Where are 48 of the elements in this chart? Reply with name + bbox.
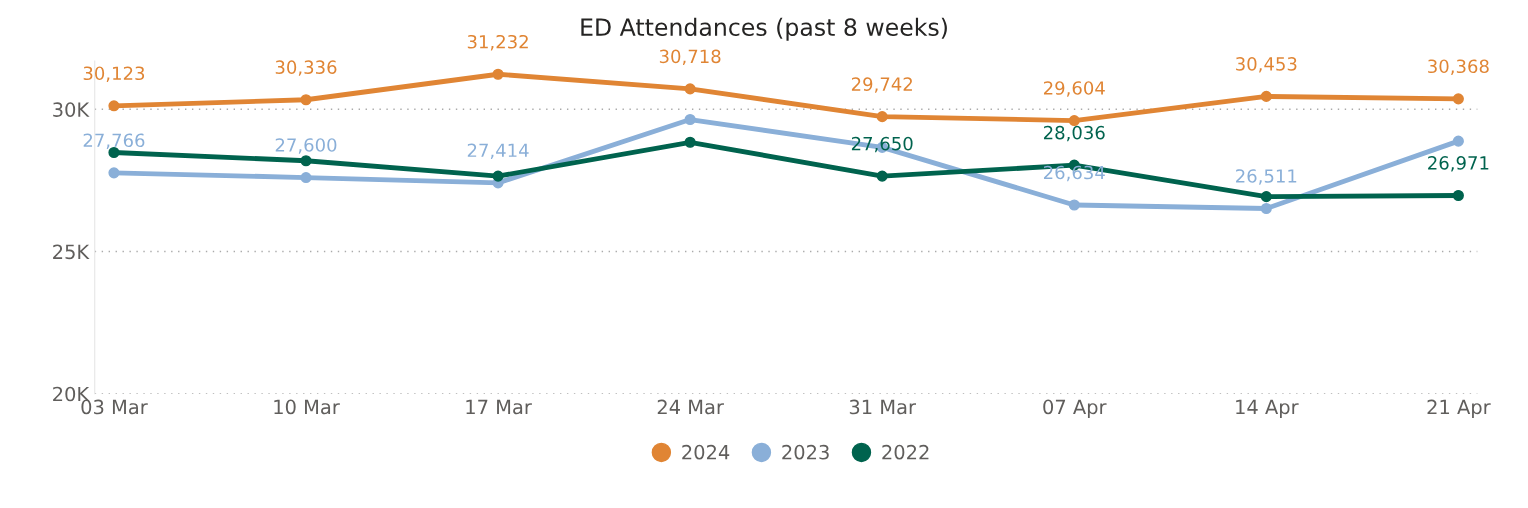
point xyxy=(684,136,696,148)
x-tick-label: 17 Mar xyxy=(466,399,532,415)
chart-title: ED Attendances (past 8 weeks) xyxy=(581,17,947,41)
point xyxy=(1452,189,1464,202)
point xyxy=(684,113,696,126)
point xyxy=(108,167,120,179)
point xyxy=(300,155,312,167)
point xyxy=(492,68,504,80)
data-label: 27,414 xyxy=(467,143,529,159)
point xyxy=(876,170,888,182)
data-label: 26,511 xyxy=(1236,169,1297,185)
legend-label: 2022 xyxy=(882,444,929,460)
data-label: 27,600 xyxy=(275,138,337,154)
x-tick-label: 21 Apr xyxy=(1427,399,1491,419)
point xyxy=(492,170,504,182)
data-label: 31,232 xyxy=(467,34,528,51)
x-tick-label: 10 Mar xyxy=(274,399,340,415)
point xyxy=(1068,199,1080,211)
data-label: 26,971 xyxy=(1428,156,1489,172)
x-tick-label: 24 Mar xyxy=(657,399,724,415)
legend-label: 2024 xyxy=(682,444,730,460)
point xyxy=(300,94,312,106)
point xyxy=(108,100,120,112)
data-label: 27,766 xyxy=(83,133,145,149)
point xyxy=(1260,202,1272,215)
x-tick-label: 31 Mar xyxy=(849,399,916,415)
data-label: 30,123 xyxy=(83,66,145,82)
data-label: 29,604 xyxy=(1043,81,1105,97)
point xyxy=(1260,191,1272,203)
data-label: 27,650 xyxy=(851,136,913,153)
point xyxy=(684,83,696,95)
data-label: 26,634 xyxy=(1043,165,1105,182)
point xyxy=(1260,90,1272,102)
legend-label: 2023 xyxy=(782,444,829,460)
x-tick-label: 07 Apr xyxy=(1043,399,1107,419)
x-tick-label: 14 Apr xyxy=(1236,399,1299,419)
data-label: 28,036 xyxy=(1043,125,1105,142)
point xyxy=(1452,93,1464,105)
data-label: 30,453 xyxy=(1236,57,1297,73)
y-tick-label: 25K xyxy=(53,244,90,260)
data-label: 30,718 xyxy=(659,49,721,66)
point xyxy=(1452,135,1464,147)
y-tick-label: 30K xyxy=(53,102,90,117)
data-label: 29,742 xyxy=(851,77,912,93)
data-label: 30,336 xyxy=(275,60,337,76)
data-label: 30,368 xyxy=(1428,59,1489,75)
point xyxy=(876,111,888,123)
point xyxy=(300,172,312,184)
